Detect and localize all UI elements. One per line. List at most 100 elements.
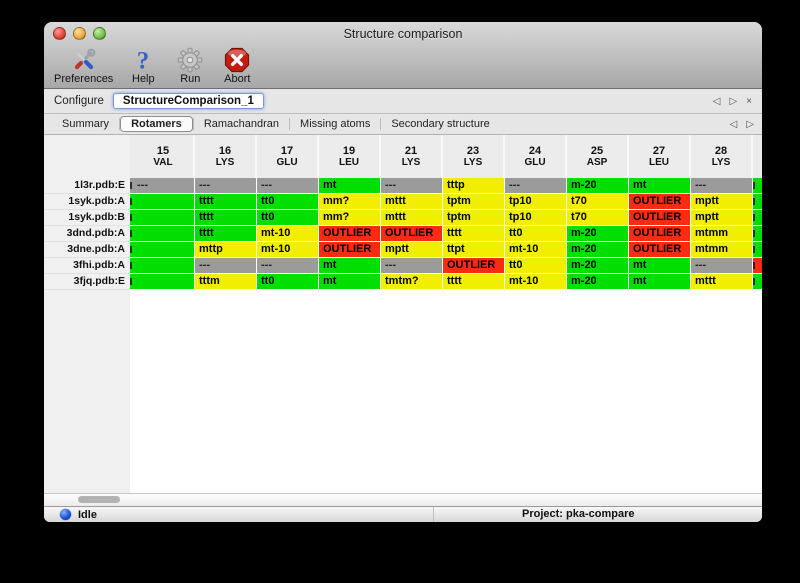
rotamer-cell[interactable]: mm? bbox=[319, 194, 381, 210]
tab-rotamers[interactable]: Rotamers bbox=[120, 116, 193, 132]
close-config-icon[interactable]: × bbox=[746, 95, 752, 107]
rotamer-cell[interactable]: mptt bbox=[381, 242, 443, 258]
rotamer-cell[interactable]: --- bbox=[195, 258, 257, 274]
rotamer-cell[interactable]: --- bbox=[691, 178, 753, 194]
rotamer-cell[interactable]: t70 bbox=[567, 194, 629, 210]
rotamer-cell[interactable]: tttt bbox=[443, 226, 505, 242]
rotamer-cell[interactable]: mt bbox=[629, 178, 691, 194]
rotamer-cell[interactable] bbox=[133, 194, 195, 210]
row-label[interactable]: 3fhi.pdb:A bbox=[44, 258, 130, 274]
rotamer-cell[interactable]: mm? bbox=[319, 210, 381, 226]
rotamer-cell[interactable]: OUTLIER bbox=[629, 226, 691, 242]
tab-secondary-structure[interactable]: Secondary structure bbox=[391, 118, 490, 130]
column-header[interactable]: 16 LYS bbox=[195, 135, 257, 178]
rotamer-cell[interactable]: m-20 bbox=[567, 242, 629, 258]
rotamer-cell[interactable]: t70 bbox=[567, 210, 629, 226]
row-label[interactable]: 3dne.pdb:A bbox=[44, 242, 130, 258]
rotamer-cell[interactable]: mt bbox=[629, 258, 691, 274]
rotamer-cell[interactable]: --- bbox=[133, 178, 195, 194]
rotamer-cell[interactable] bbox=[133, 258, 195, 274]
row-label[interactable]: 1syk.pdb:A bbox=[44, 194, 130, 210]
rotamer-cell[interactable]: OUTLIER bbox=[319, 242, 381, 258]
toolbar-button-abort[interactable]: Abort bbox=[220, 46, 254, 85]
prev-config-icon[interactable]: ◁ bbox=[712, 95, 721, 107]
scrollbar-thumb[interactable] bbox=[78, 496, 120, 503]
rotamer-cell[interactable]: tmtm? bbox=[381, 274, 443, 290]
column-header[interactable]: 27 LEU bbox=[629, 135, 691, 178]
rotamer-cell[interactable]: mttp bbox=[195, 242, 257, 258]
row-label[interactable]: 1syk.pdb:B bbox=[44, 210, 130, 226]
rotamer-cell[interactable]: mtmm bbox=[691, 242, 753, 258]
rotamer-cell[interactable]: mt-10 bbox=[257, 242, 319, 258]
rotamer-cell[interactable] bbox=[133, 274, 195, 290]
rotamer-cell[interactable]: tt0 bbox=[505, 258, 567, 274]
rotamer-cell[interactable]: mttt bbox=[381, 194, 443, 210]
rotamer-cell[interactable]: m-20 bbox=[567, 226, 629, 242]
rotamer-cell[interactable]: OUTLIER bbox=[319, 226, 381, 242]
toolbar-button-run[interactable]: Run bbox=[173, 46, 207, 85]
rotamer-cell[interactable]: mt bbox=[319, 178, 381, 194]
rotamer-cell[interactable]: mptt bbox=[691, 210, 753, 226]
rotamer-cell[interactable]: tt0 bbox=[257, 210, 319, 226]
row-label[interactable]: 3dnd.pdb:A bbox=[44, 226, 130, 242]
rotamer-cell[interactable]: tt0 bbox=[505, 226, 567, 242]
tab-summary[interactable]: Summary bbox=[62, 118, 110, 130]
rotamer-cell[interactable]: tttt bbox=[195, 226, 257, 242]
rotamer-cell[interactable]: tp10 bbox=[505, 194, 567, 210]
zoom-window-button[interactable] bbox=[93, 27, 106, 40]
rotamer-cell[interactable]: tt0 bbox=[257, 274, 319, 290]
rotamer-cell[interactable]: mtmm bbox=[691, 226, 753, 242]
rotamer-cell[interactable]: mptt bbox=[691, 194, 753, 210]
rotamer-cell[interactable]: --- bbox=[195, 178, 257, 194]
rotamer-cell[interactable]: mttt bbox=[381, 210, 443, 226]
column-header[interactable]: 15 VAL bbox=[133, 135, 195, 178]
rotamer-cell[interactable]: m-20 bbox=[567, 178, 629, 194]
next-config-icon[interactable]: ▷ bbox=[729, 95, 738, 107]
rotamer-cell[interactable]: m-20 bbox=[567, 274, 629, 290]
rotamer-cell[interactable]: mt-10 bbox=[257, 226, 319, 242]
prev-tab-icon[interactable]: ◁ bbox=[729, 118, 738, 130]
rotamer-cell[interactable]: tptm bbox=[443, 210, 505, 226]
column-header[interactable]: 21 LYS bbox=[381, 135, 443, 178]
rotamer-cell[interactable]: --- bbox=[505, 178, 567, 194]
rotamer-cell[interactable]: --- bbox=[257, 178, 319, 194]
rotamer-cell[interactable]: m-20 bbox=[567, 258, 629, 274]
column-header[interactable]: 19 LEU bbox=[319, 135, 381, 178]
rotamer-cell[interactable]: --- bbox=[691, 258, 753, 274]
rotamer-cell[interactable]: tp10 bbox=[505, 210, 567, 226]
rotamer-cell[interactable]: mt bbox=[629, 274, 691, 290]
rotamer-cell[interactable] bbox=[133, 226, 195, 242]
rotamer-cell[interactable]: tttt bbox=[443, 274, 505, 290]
rotamer-cell[interactable]: OUTLIER bbox=[443, 258, 505, 274]
rotamer-cell[interactable]: mt-10 bbox=[505, 274, 567, 290]
rotamer-cell[interactable]: OUTLIER bbox=[629, 242, 691, 258]
toolbar-button-help[interactable]: ? Help bbox=[126, 46, 160, 85]
rotamer-cell[interactable]: mt bbox=[319, 274, 381, 290]
column-header[interactable]: 25 ASP bbox=[567, 135, 629, 178]
rotamer-cell[interactable]: tttt bbox=[195, 210, 257, 226]
rotamer-cell[interactable]: OUTLIER bbox=[629, 194, 691, 210]
minimize-window-button[interactable] bbox=[73, 27, 86, 40]
next-tab-icon[interactable]: ▷ bbox=[746, 118, 754, 130]
rotamer-cell[interactable]: tttp bbox=[443, 178, 505, 194]
rotamer-cell[interactable] bbox=[133, 242, 195, 258]
row-label[interactable]: 3fjq.pdb:E bbox=[44, 274, 130, 290]
horizontal-scrollbar[interactable] bbox=[44, 493, 762, 506]
title-bar[interactable]: Structure comparison bbox=[44, 22, 762, 45]
column-header[interactable]: 24 GLU bbox=[505, 135, 567, 178]
tab-missing-atoms[interactable]: Missing atoms bbox=[300, 118, 371, 130]
rotamer-cell[interactable]: ttpt bbox=[443, 242, 505, 258]
rotamer-cell[interactable]: tptm bbox=[443, 194, 505, 210]
column-header[interactable]: 17 GLU bbox=[257, 135, 319, 178]
rotamer-cell[interactable]: tttt bbox=[195, 194, 257, 210]
rotamer-cell[interactable]: mt-10 bbox=[505, 242, 567, 258]
rotamer-cell[interactable]: --- bbox=[257, 258, 319, 274]
close-window-button[interactable] bbox=[53, 27, 66, 40]
configure-name-field[interactable]: StructureComparison_1 bbox=[112, 93, 264, 109]
rotamer-cell[interactable]: OUTLIER bbox=[381, 226, 443, 242]
rotamer-cell[interactable]: mttt bbox=[691, 274, 753, 290]
column-header[interactable]: 28 LYS bbox=[691, 135, 753, 178]
rotamer-cell[interactable]: OUTLIER bbox=[629, 210, 691, 226]
rotamer-cell[interactable] bbox=[133, 210, 195, 226]
toolbar-button-preferences[interactable]: Preferences bbox=[54, 46, 113, 85]
